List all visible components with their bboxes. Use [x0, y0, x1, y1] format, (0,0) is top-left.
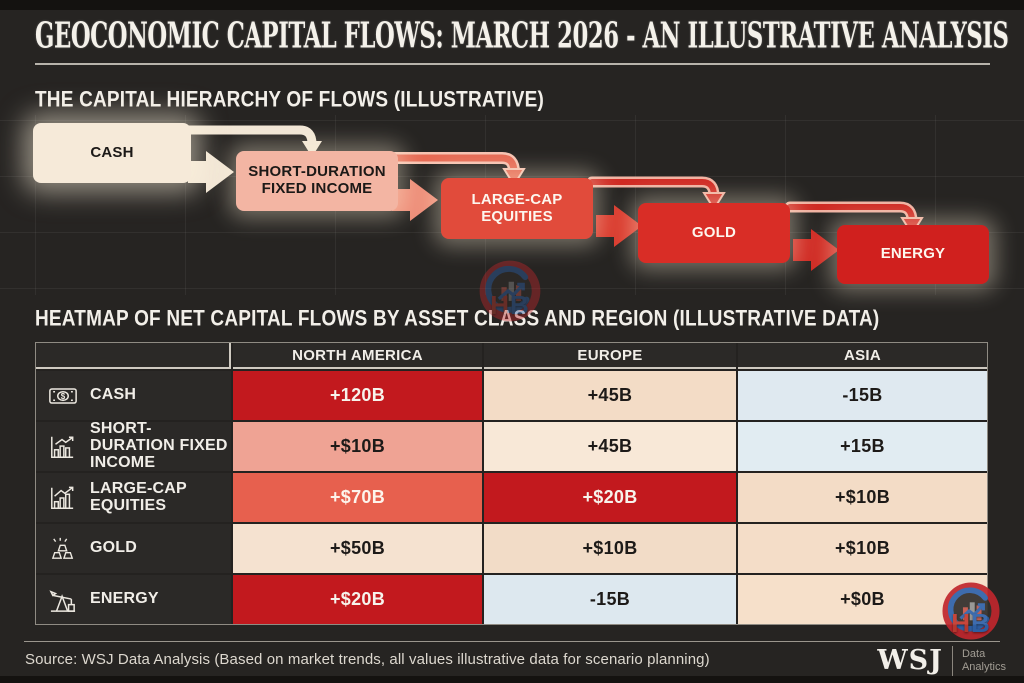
row-label-text: GOLD	[90, 539, 138, 557]
footer-divider	[24, 641, 1000, 642]
row-label-large-cap-equities: LARGE-CAP EQUITIES	[36, 473, 231, 522]
heatmap-cell-energy-north-america: +$20B	[233, 575, 482, 624]
flow-node-label: SHORT-DURATION FIXED INCOME	[248, 163, 386, 197]
heatmap-cell-sdfi-asia: +15B	[738, 422, 987, 471]
heatmap-cell-sdfi-north-america: +$10B	[233, 422, 482, 471]
bottom-frame-bar	[0, 676, 1024, 683]
flow-solid-arrow-3	[596, 205, 642, 247]
heatmap-cell-sdfi-europe: +45B	[484, 422, 736, 471]
flow-swoosh-arrow-4	[787, 204, 915, 224]
heatmap-cell-gold-europe: +$10B	[484, 524, 736, 573]
row-label-cash: $ CASH	[36, 371, 231, 420]
header-cell-europe: EUROPE	[484, 343, 736, 369]
flow-node-label: ENERGY	[880, 245, 946, 263]
flow-solid-arrow-1	[188, 151, 234, 193]
flow-swoosh-arrow-2	[391, 154, 518, 176]
heatmap-section-heading: HEATMAP OF NET CAPITAL FLOWS BY ASSET CL…	[35, 307, 880, 332]
flow-swoosh-arrow-3	[589, 179, 717, 199]
row-label-text: LARGE-CAP EQUITIES	[90, 479, 187, 514]
brand-sub-line2: Analytics	[961, 660, 1006, 673]
brand-subtitle: Data Analytics	[962, 648, 1006, 673]
flow-node-energy: ENERGY	[837, 225, 989, 284]
header-cell-north-america: NORTH AMERICA	[233, 343, 482, 369]
flow-node-short-duration-fixed-income: SHORT-DURATION FIXED INCOME	[236, 151, 398, 211]
page-title: GEOCONOMIC CAPITAL FLOWS: MARCH 2026 - A…	[35, 16, 1009, 57]
flow-node-gold: GOLD	[638, 203, 790, 263]
source-note: Source: WSJ Data Analysis (Based on mark…	[25, 651, 710, 668]
chart-increase-icon	[48, 485, 80, 511]
heatmap-cell-lce-europe: +$20B	[484, 473, 736, 522]
flow-node-label: LARGE-CAP EQUITIES	[471, 190, 563, 225]
svg-text:$: $	[61, 391, 66, 400]
heatmap-cell-lce-north-america: +$70B	[233, 473, 482, 522]
flow-section-heading: THE CAPITAL HIERARCHY OF FLOWS (ILLUSTRA…	[35, 88, 544, 113]
row-label-text: CASH	[90, 386, 137, 404]
row-label-short-duration-fixed-income: SHORT-DURATION FIXED INCOME	[36, 420, 231, 471]
heatmap-cell-lce-asia: +$10B	[738, 473, 987, 522]
heatmap-cell-gold-north-america: +$50B	[233, 524, 482, 573]
flow-arrows	[181, 125, 924, 271]
heatmap-cell-cash-europe: +45B	[484, 371, 736, 420]
heatmap-cell-energy-europe: -15B	[484, 575, 736, 624]
chart-increase-icon	[48, 434, 80, 460]
header-cell-empty	[36, 343, 231, 369]
wsj-logo: WSJ	[877, 645, 943, 676]
header-cell-asia: ASIA	[738, 343, 987, 369]
brand-divider	[951, 645, 953, 676]
oil-pump-icon	[48, 587, 80, 613]
row-label-text: ENERGY	[90, 590, 159, 608]
flow-node-label: GOLD	[691, 223, 737, 241]
heatmap-cell-gold-asia: +$10B	[738, 524, 987, 573]
title-divider	[35, 63, 990, 65]
row-label-gold: GOLD	[36, 524, 231, 573]
flow-swoosh-arrowhead-2	[502, 168, 526, 187]
flow-node-cash: CASH	[33, 123, 191, 183]
flow-swoosh-arrowhead-1	[302, 141, 322, 157]
footer-brand: WSJ Data Analytics	[877, 645, 1006, 676]
flow-node-label: CASH	[90, 143, 134, 161]
flow-solid-arrow-2	[392, 179, 438, 221]
row-label-energy: ENERGY	[36, 575, 231, 624]
gold-bars-icon	[48, 537, 80, 561]
heatmap-table: NORTH AMERICA EUROPE ASIA $ CASH +120B +…	[35, 342, 988, 625]
capital-flow-diagram: CASH SHORT-DURATION FIXED INCOME LARGE-C…	[0, 115, 1024, 295]
flow-swoosh-arrow-1	[181, 125, 317, 149]
heatmap-cell-energy-asia: +$0B	[738, 575, 987, 624]
brand-sub-line1: Data	[961, 647, 986, 660]
heatmap-cell-cash-north-america: +120B	[233, 371, 482, 420]
flow-swoosh-arrowhead-3	[702, 192, 726, 211]
row-label-text: SHORT-DURATION FIXED INCOME	[90, 420, 228, 471]
top-frame-bar	[0, 0, 1024, 10]
heatmap-cell-cash-asia: -15B	[738, 371, 987, 420]
banknote-icon: $	[48, 384, 80, 408]
flow-solid-arrow-4	[793, 229, 839, 271]
flow-node-large-cap-equities: LARGE-CAP EQUITIES	[441, 178, 593, 239]
